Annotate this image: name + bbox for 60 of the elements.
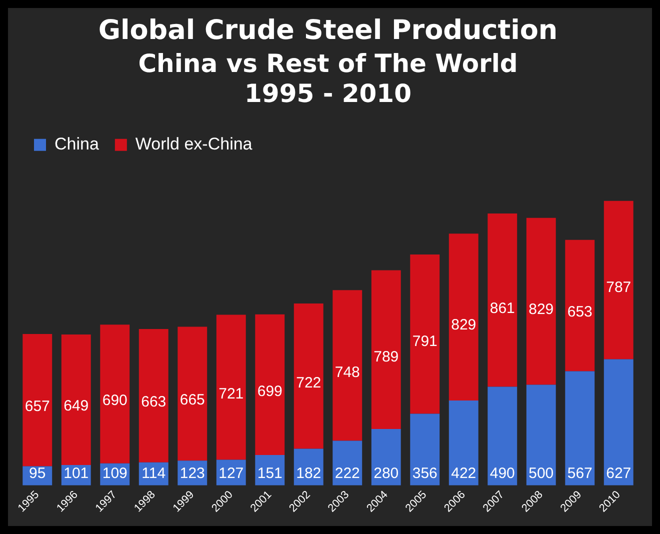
bar bbox=[526, 384, 556, 486]
chart-subtitle: China vs Rest of The World 1995 - 2010 bbox=[138, 48, 518, 108]
data-label: 789 bbox=[374, 348, 399, 366]
data-label: 490 bbox=[490, 465, 515, 482]
data-label: 627 bbox=[606, 465, 632, 482]
data-label: 109 bbox=[102, 465, 128, 482]
data-label: 101 bbox=[64, 465, 89, 482]
bar bbox=[488, 214, 518, 387]
bar bbox=[604, 359, 634, 486]
data-label: 222 bbox=[334, 465, 360, 482]
data-label: 665 bbox=[180, 392, 205, 409]
bar bbox=[488, 386, 518, 486]
bar bbox=[61, 334, 91, 466]
data-label: 748 bbox=[334, 364, 360, 382]
bar bbox=[294, 303, 324, 449]
bar bbox=[332, 290, 362, 441]
legend-label: China bbox=[54, 134, 100, 154]
data-label: 567 bbox=[567, 465, 592, 482]
bar bbox=[410, 254, 440, 414]
bar bbox=[410, 414, 440, 486]
bar bbox=[448, 234, 478, 400]
data-label: 356 bbox=[412, 465, 438, 482]
data-label: 699 bbox=[257, 382, 282, 400]
chart-title: Global Crude Steel Production bbox=[98, 15, 558, 46]
data-label: 182 bbox=[296, 465, 322, 482]
data-label: 829 bbox=[451, 316, 476, 334]
data-label: 690 bbox=[102, 392, 128, 410]
data-label: 663 bbox=[141, 394, 166, 411]
data-label: 114 bbox=[142, 465, 166, 482]
data-label: 123 bbox=[180, 465, 205, 482]
data-label: 280 bbox=[374, 465, 399, 482]
data-label: 500 bbox=[528, 465, 554, 482]
bar bbox=[526, 218, 556, 385]
bar bbox=[565, 240, 595, 372]
bar bbox=[255, 314, 285, 455]
legend-label: World ex-China bbox=[135, 134, 253, 154]
data-label: 657 bbox=[24, 398, 50, 415]
bar bbox=[216, 314, 246, 460]
bar bbox=[138, 329, 168, 462]
data-label: 151 bbox=[257, 465, 282, 482]
data-label: 787 bbox=[606, 279, 632, 296]
bar bbox=[371, 429, 401, 486]
data-label: 653 bbox=[567, 303, 592, 320]
bar bbox=[332, 440, 362, 486]
bar bbox=[178, 326, 208, 461]
data-label: 95 bbox=[29, 465, 46, 482]
data-label: 721 bbox=[218, 386, 244, 403]
data-label: 127 bbox=[218, 465, 244, 482]
data-label: 722 bbox=[296, 374, 322, 392]
data-label: 791 bbox=[412, 333, 438, 350]
data-label: 649 bbox=[64, 397, 89, 414]
data-label: 829 bbox=[528, 300, 554, 318]
bar bbox=[604, 200, 634, 360]
data-label: 422 bbox=[451, 465, 476, 482]
bar bbox=[100, 324, 130, 464]
bar bbox=[371, 270, 401, 430]
bar bbox=[448, 400, 478, 486]
bar bbox=[22, 334, 52, 466]
data-label: 861 bbox=[490, 300, 515, 317]
bar bbox=[565, 371, 595, 486]
